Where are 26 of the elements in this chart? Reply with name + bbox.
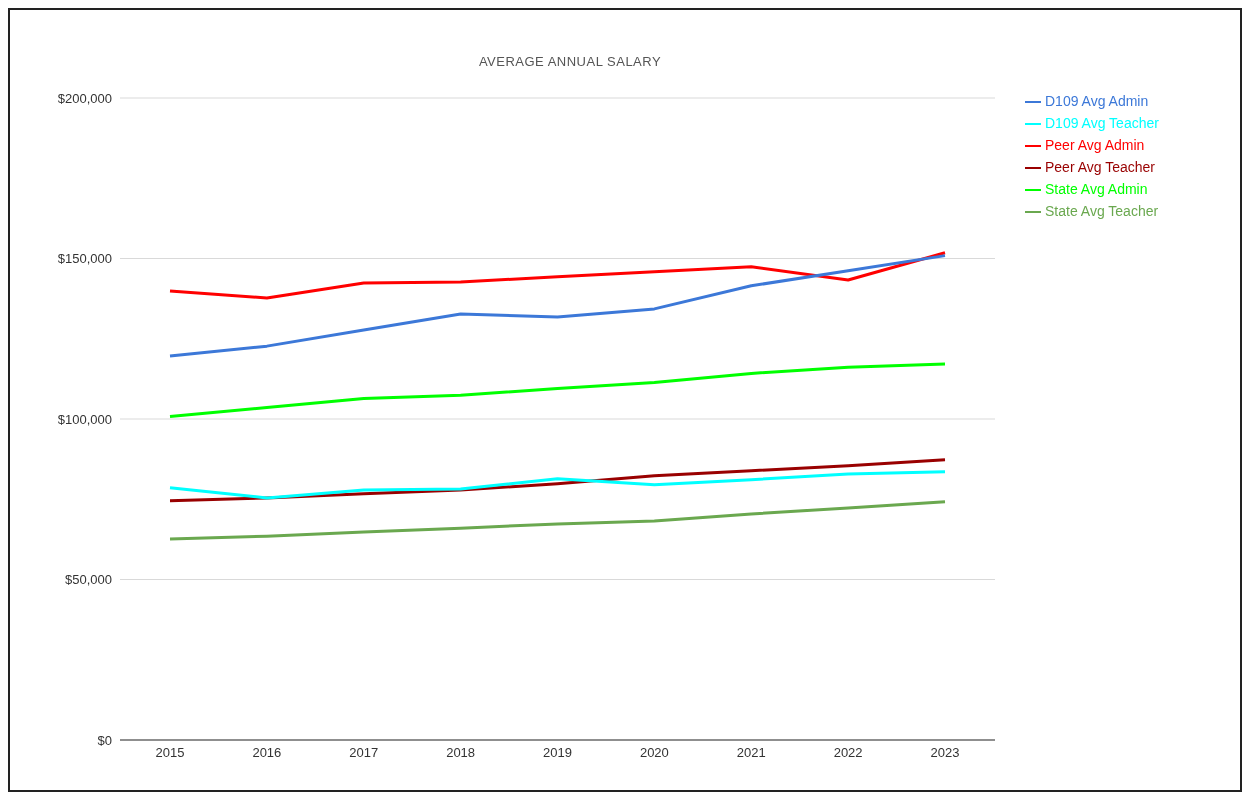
x-tick-label: 2015 (155, 745, 185, 761)
chart-title: AVERAGE ANNUAL SALARY (477, 54, 663, 69)
legend-label: State Avg Teacher (1045, 203, 1159, 219)
line-series (168, 254, 947, 358)
legend-label: Peer Avg Admin (1045, 137, 1145, 153)
x-tick-label: 2017 (349, 745, 379, 761)
legend-label: D109 Avg Admin (1045, 93, 1149, 109)
x-tick-label: 2018 (446, 745, 476, 761)
line-series (168, 362, 947, 418)
legend-label: State Avg Admin (1045, 181, 1148, 197)
y-tick-label: $150,000 (57, 251, 112, 267)
x-tick-label: 2016 (252, 745, 282, 761)
x-tick-label: 2019 (543, 745, 572, 761)
x-tick-label: 2020 (639, 745, 669, 761)
line-series (168, 500, 947, 541)
line-series (168, 251, 947, 300)
y-tick-label: $100,000 (57, 411, 112, 427)
y-tick-label: $200,000 (57, 90, 112, 106)
y-tick-label: $50,000 (65, 572, 112, 588)
x-tick-label: 2022 (833, 745, 863, 761)
legend-label: Peer Avg Teacher (1045, 159, 1156, 175)
x-tick-label: 2023 (930, 745, 960, 761)
x-tick-label: 2021 (736, 745, 766, 761)
y-tick-label: $0 (97, 732, 112, 748)
legend-label: D109 Avg Teacher (1045, 115, 1159, 131)
line-series (168, 470, 947, 500)
